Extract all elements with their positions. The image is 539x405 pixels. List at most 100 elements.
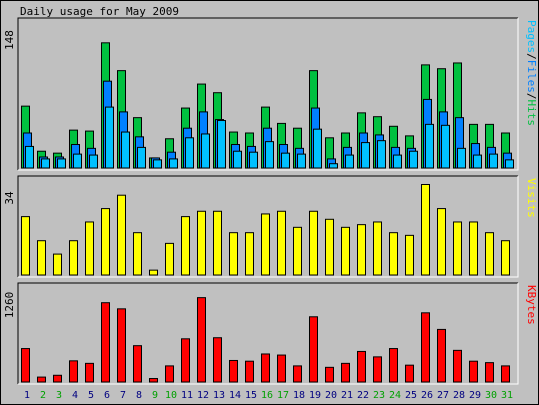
visits-bar-day-23 [373, 221, 382, 276]
kbytes-bar-day-30 [485, 362, 494, 383]
x-label-day-13: 13 [213, 390, 225, 401]
x-label-day-27: 27 [437, 390, 449, 401]
kbytes-bar-day-5 [85, 362, 94, 383]
hits-files-pages-y-axis-max-label: 148 [3, 30, 16, 50]
kbytes-bar-day-6 [101, 302, 110, 383]
hits-files-pages-chart: 148 Pages/Files/Hits [3, 17, 538, 171]
kbytes-legend-part-0: KBytes [525, 285, 538, 325]
kbytes-bar-day-4 [69, 360, 78, 383]
visits-bar-day-11 [181, 216, 190, 276]
visits-bar-day-24 [389, 232, 398, 276]
x-label-day-3: 3 [56, 390, 62, 401]
x-label-day-16: 16 [261, 390, 273, 401]
x-label-day-29: 29 [469, 390, 481, 401]
visits-bar-day-17 [277, 210, 286, 276]
pages-bar-day-4 [73, 153, 82, 169]
x-label-day-5: 5 [88, 390, 94, 401]
pages-bar-day-23 [377, 140, 386, 169]
pages-bar-day-24 [393, 154, 402, 169]
hits-files-pages-legend: Pages/Files/Hits [525, 20, 538, 126]
pages-bar-day-5 [89, 154, 98, 169]
visits-bar-day-12 [197, 210, 206, 276]
x-label-day-22: 22 [357, 390, 369, 401]
pages-bar-day-9 [153, 159, 162, 169]
pages-bar-day-7 [121, 131, 130, 169]
x-label-day-28: 28 [453, 390, 465, 401]
visits-bar-day-5 [85, 221, 94, 276]
visits-bar-day-13 [213, 210, 222, 276]
kbytes-bar-day-31 [501, 365, 510, 383]
pages-bar-day-16 [265, 141, 274, 169]
kbytes-bar-day-2 [37, 376, 46, 383]
x-label-day-31: 31 [501, 390, 513, 401]
x-label-day-21: 21 [341, 390, 353, 401]
chart-title: Daily usage for May 2009 [20, 5, 179, 18]
kbytes-panel-highlight [18, 283, 519, 385]
pages-bar-day-17 [281, 152, 290, 169]
pages-bar-day-11 [185, 137, 194, 169]
hits-files-pages-panel-shadow [17, 17, 518, 170]
x-axis-day-labels: 1 2 3 4 5 6 7 8 9 10 11 12 13 14 15 16 17 18 19 20 21 22 23 24 2… [24, 390, 513, 401]
kbytes-bar-day-14 [229, 359, 238, 383]
x-label-day-8: 8 [136, 390, 142, 401]
kbytes-legend: KBytes [525, 285, 538, 325]
visits-bar-day-21 [341, 226, 350, 276]
x-label-day-15: 15 [245, 390, 257, 401]
kbytes-bar-day-12 [197, 297, 206, 383]
kbytes-bar-day-18 [293, 365, 302, 383]
visits-bar-day-8 [133, 232, 142, 276]
x-label-day-7: 7 [120, 390, 126, 401]
pages-bar-day-22 [361, 142, 370, 169]
visits-bar-day-14 [229, 232, 238, 276]
kbytes-bar-day-27 [437, 328, 446, 383]
x-label-day-17: 17 [277, 390, 289, 401]
pages-bar-day-28 [457, 147, 466, 169]
visits-bar-day-16 [261, 213, 270, 276]
pages-bar-day-6 [105, 106, 114, 169]
visits-bar-day-30 [485, 232, 494, 276]
visits-legend-part-0: Visits [525, 178, 538, 218]
hits-files-pages-legend-part-0: Pages [525, 20, 538, 53]
pages-bar-day-1 [25, 145, 34, 169]
kbytes-bar-day-20 [325, 366, 334, 383]
pages-bar-day-26 [425, 123, 434, 169]
x-label-day-2: 2 [40, 390, 46, 401]
visits-bar-day-19 [309, 210, 318, 276]
pages-bar-day-8 [137, 146, 146, 169]
kbytes-bar-day-9 [149, 378, 158, 383]
pages-bar-day-20 [329, 163, 338, 169]
visits-bar-day-25 [405, 234, 414, 276]
kbytes-chart: 1260 KBytes [3, 282, 538, 385]
visits-legend: Visits [525, 178, 538, 218]
pages-bar-day-19 [313, 128, 322, 169]
x-label-day-23: 23 [373, 390, 385, 401]
pages-bar-day-27 [441, 124, 450, 169]
x-label-day-11: 11 [181, 390, 193, 401]
hits-files-pages-panel-highlight [18, 18, 519, 171]
pages-bar-day-3 [57, 158, 66, 169]
kbytes-y-axis-max-label: 1260 [3, 292, 16, 319]
visits-bar-day-29 [469, 221, 478, 276]
x-label-day-6: 6 [104, 390, 110, 401]
kbytes-bar-day-11 [181, 338, 190, 383]
kbytes-bar-day-24 [389, 348, 398, 383]
visits-bar-day-27 [437, 208, 446, 276]
pages-bar-day-14 [233, 150, 242, 169]
kbytes-bar-day-22 [357, 350, 366, 383]
visits-bar-day-3 [53, 253, 62, 276]
visits-bar-day-6 [101, 208, 110, 276]
x-label-day-9: 9 [152, 390, 158, 401]
pages-bar-day-25 [409, 150, 418, 169]
x-label-day-12: 12 [197, 390, 209, 401]
kbytes-bar-day-1 [21, 348, 30, 383]
visits-bar-day-9 [149, 269, 158, 276]
visits-bar-day-7 [117, 194, 126, 276]
kbytes-bar-day-10 [165, 365, 174, 383]
visits-chart: 34 Visits [3, 175, 538, 278]
x-label-day-1: 1 [24, 390, 30, 401]
x-label-day-14: 14 [229, 390, 241, 401]
kbytes-bar-day-23 [373, 356, 382, 383]
kbytes-bar-day-17 [277, 354, 286, 383]
visits-y-axis-max-label: 34 [3, 191, 16, 205]
